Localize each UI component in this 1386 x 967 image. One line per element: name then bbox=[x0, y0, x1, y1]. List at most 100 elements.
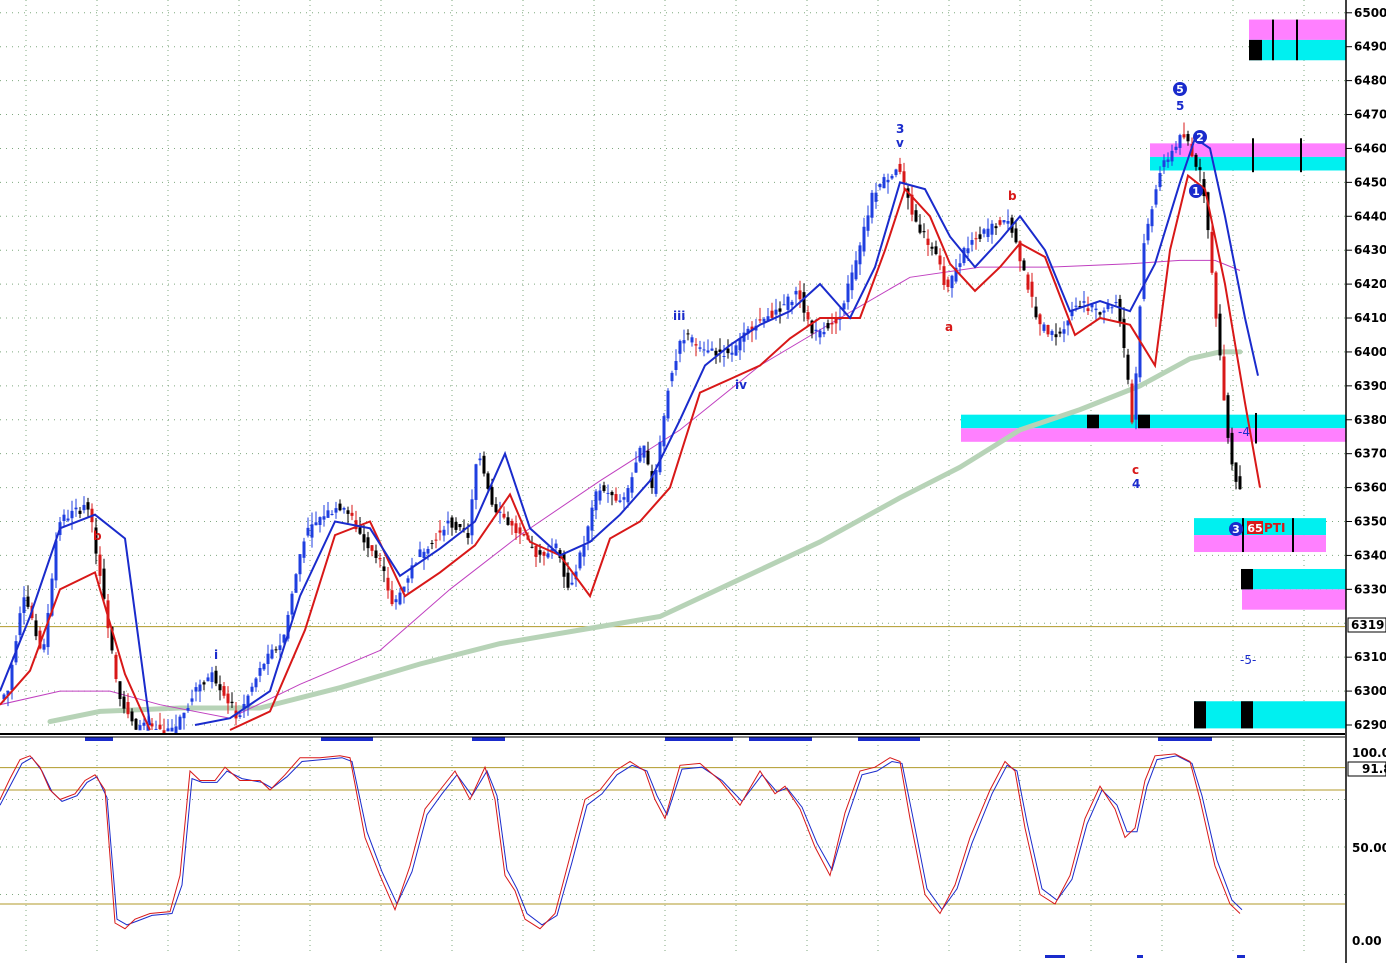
candle-body-67 bbox=[270, 649, 274, 659]
candle-body-112 bbox=[450, 517, 454, 528]
candle-body-191 bbox=[766, 316, 770, 321]
wave-label-3: 3 bbox=[896, 122, 904, 136]
candle-body-164 bbox=[658, 441, 662, 473]
price-tick-12: 6380. bbox=[1354, 413, 1386, 427]
candle-body-25 bbox=[102, 568, 106, 599]
target-zones bbox=[961, 19, 1346, 729]
candle-body-307 bbox=[1230, 432, 1234, 465]
price-tick-15: 6350. bbox=[1354, 515, 1386, 529]
candle-body-41 bbox=[166, 728, 170, 732]
candle-body-248 bbox=[994, 226, 998, 229]
candle-body-232 bbox=[930, 246, 934, 249]
fast-band-line bbox=[194, 136, 1259, 726]
candle-body-52 bbox=[210, 672, 214, 682]
candle-body-44 bbox=[178, 716, 182, 730]
price-tick-9: 6410. bbox=[1354, 311, 1386, 325]
wave-label-5-small: 5 bbox=[1176, 99, 1184, 113]
candle-body-293 bbox=[1174, 146, 1178, 150]
stochastic-panel bbox=[0, 753, 1345, 930]
candle-body-278 bbox=[1114, 302, 1118, 304]
candle-body-173 bbox=[694, 344, 698, 346]
candle-body-34 bbox=[138, 725, 142, 731]
candle-body-122 bbox=[490, 486, 494, 505]
candle-body-267 bbox=[1070, 309, 1074, 317]
candle-body-107 bbox=[430, 542, 434, 544]
candle-body-24 bbox=[98, 554, 102, 576]
price-tick-6: 6440. bbox=[1354, 209, 1386, 223]
candle-body-153 bbox=[614, 494, 618, 501]
zone-6330-top bbox=[1242, 568, 1346, 590]
candle-body-65 bbox=[262, 663, 266, 670]
candle-body-141 bbox=[566, 572, 570, 588]
candle-body-230 bbox=[922, 231, 926, 233]
candle-body-256 bbox=[1026, 274, 1030, 290]
candle-body-62 bbox=[250, 686, 254, 692]
candle-body-299 bbox=[1198, 167, 1202, 170]
candle-body-219 bbox=[878, 184, 882, 188]
candle-body-309 bbox=[1238, 476, 1242, 490]
candle-body-46 bbox=[186, 708, 190, 711]
slow-band-line bbox=[229, 173, 1261, 731]
fast-band-line-left bbox=[0, 513, 151, 726]
candle-body-1 bbox=[6, 691, 10, 696]
candle-body-171 bbox=[686, 333, 690, 335]
candle-body-56 bbox=[226, 693, 230, 704]
candle-body-105 bbox=[422, 551, 426, 559]
price-tick-14: 6360. bbox=[1354, 481, 1386, 495]
candle-body-148 bbox=[594, 491, 598, 511]
candle-body-236 bbox=[946, 279, 950, 287]
candle-body-19 bbox=[78, 510, 82, 514]
zone-block-4 bbox=[1194, 701, 1206, 729]
candle-body-133 bbox=[534, 545, 538, 557]
zone-6350-bottom bbox=[1194, 535, 1326, 553]
circle-label-3-text: 3 bbox=[1232, 523, 1240, 536]
signal-markers bbox=[85, 737, 1245, 958]
candle-body-11 bbox=[46, 612, 50, 648]
candle-body-225 bbox=[902, 171, 906, 184]
candle-body-170 bbox=[682, 340, 686, 344]
signal-marker-4 bbox=[749, 737, 812, 741]
candle-body-195 bbox=[782, 304, 786, 306]
candle-body-81 bbox=[326, 510, 330, 518]
wave-label-b-left: b bbox=[93, 529, 102, 543]
candle-body-214 bbox=[858, 245, 862, 265]
candle-body-197 bbox=[790, 301, 794, 306]
candle-body-251 bbox=[1006, 221, 1010, 224]
candle-body-291 bbox=[1166, 159, 1170, 162]
price-tick-5: 6450. bbox=[1354, 175, 1386, 189]
candle-body-237 bbox=[950, 275, 954, 289]
candle-body-194 bbox=[778, 308, 782, 312]
candle-body-94 bbox=[378, 558, 382, 560]
candle-body-216 bbox=[866, 215, 870, 231]
candle-body-92 bbox=[370, 545, 374, 551]
zone-block-1 bbox=[1087, 414, 1099, 429]
candle-body-128 bbox=[514, 523, 518, 534]
candle-body-157 bbox=[630, 477, 634, 493]
stoch-current-label: 91.8 bbox=[1362, 762, 1386, 776]
price-tick-21: 6290. bbox=[1354, 718, 1386, 732]
candle-body-239 bbox=[958, 263, 962, 267]
candle-body-272 bbox=[1090, 303, 1094, 308]
candle-body-15 bbox=[62, 514, 66, 522]
candle-body-265 bbox=[1062, 329, 1066, 334]
candle-body-2 bbox=[10, 664, 14, 691]
candle-body-97 bbox=[390, 590, 394, 605]
candle-body-250 bbox=[1002, 220, 1006, 223]
candle-body-163 bbox=[654, 469, 658, 494]
candle-body-90 bbox=[362, 534, 366, 543]
price-tick-16: 6340. bbox=[1354, 548, 1386, 562]
price-tick-4: 6460. bbox=[1354, 141, 1386, 155]
candle-body-172 bbox=[690, 337, 694, 343]
candle-body-247 bbox=[990, 223, 994, 235]
candle-body-245 bbox=[982, 229, 986, 234]
candle-body-193 bbox=[774, 309, 778, 315]
candle-body-135 bbox=[542, 552, 546, 556]
candle-body-145 bbox=[582, 545, 586, 557]
candle-body-59 bbox=[238, 715, 242, 717]
candle-body-119 bbox=[478, 458, 482, 461]
candle-body-70 bbox=[282, 634, 286, 643]
candle-body-85 bbox=[342, 507, 346, 510]
candle-body-117 bbox=[470, 499, 474, 536]
candle-body-196 bbox=[786, 296, 790, 310]
